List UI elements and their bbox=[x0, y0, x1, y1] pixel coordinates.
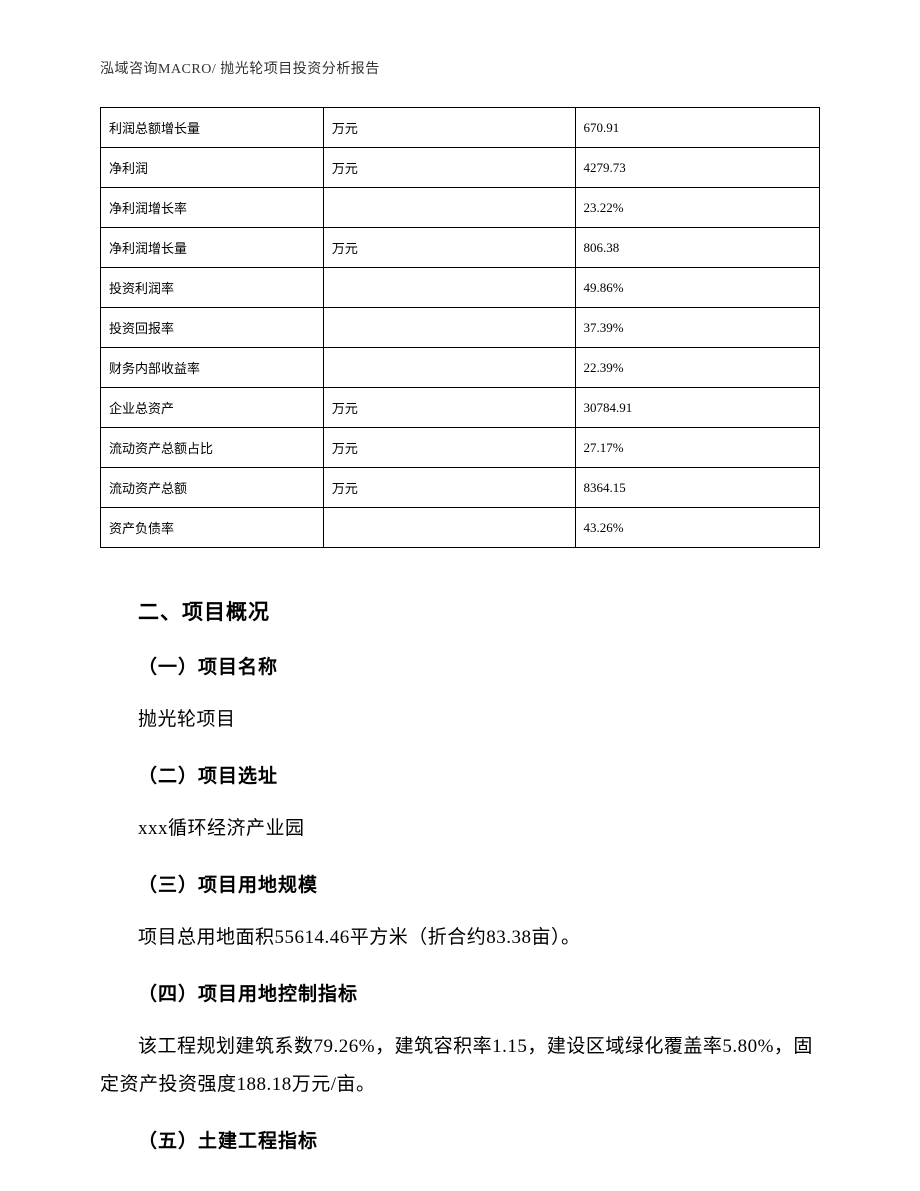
cell-value: 27.17% bbox=[575, 428, 819, 468]
cell-label: 投资利润率 bbox=[101, 268, 324, 308]
cell-label: 净利润增长率 bbox=[101, 188, 324, 228]
cell-unit: 万元 bbox=[323, 108, 575, 148]
cell-label: 流动资产总额占比 bbox=[101, 428, 324, 468]
table-row: 企业总资产 万元 30784.91 bbox=[101, 388, 820, 428]
body-text-1: 抛光轮项目 bbox=[138, 701, 820, 739]
cell-value: 8364.15 bbox=[575, 468, 819, 508]
cell-unit: 万元 bbox=[323, 228, 575, 268]
section-title: 二、项目概况 bbox=[138, 596, 820, 626]
table-row: 净利润 万元 4279.73 bbox=[101, 148, 820, 188]
body-text-3: 项目总用地面积55614.46平方米（折合约83.38亩）。 bbox=[138, 919, 820, 957]
table-row: 财务内部收益率 22.39% bbox=[101, 348, 820, 388]
cell-unit bbox=[323, 508, 575, 548]
table-row: 投资利润率 49.86% bbox=[101, 268, 820, 308]
cell-label: 净利润增长量 bbox=[101, 228, 324, 268]
cell-label: 流动资产总额 bbox=[101, 468, 324, 508]
header-text: 泓域咨询MACRO/ 抛光轮项目投资分析报告 bbox=[100, 62, 380, 77]
subsection-title-2: （二）项目选址 bbox=[138, 761, 820, 788]
cell-unit bbox=[323, 308, 575, 348]
table-row: 净利润增长率 23.22% bbox=[101, 188, 820, 228]
cell-unit: 万元 bbox=[323, 428, 575, 468]
table-row: 利润总额增长量 万元 670.91 bbox=[101, 108, 820, 148]
page-header: 泓域咨询MACRO/ 抛光轮项目投资分析报告 bbox=[100, 58, 380, 78]
subsection-title-4: （四）项目用地控制指标 bbox=[138, 979, 820, 1006]
cell-unit bbox=[323, 348, 575, 388]
table-row: 流动资产总额占比 万元 27.17% bbox=[101, 428, 820, 468]
table-row: 投资回报率 37.39% bbox=[101, 308, 820, 348]
body-text-2: xxx循环经济产业园 bbox=[138, 810, 820, 848]
subsection-title-5: （五）土建工程指标 bbox=[138, 1126, 820, 1153]
subsection-title-1: （一）项目名称 bbox=[138, 652, 820, 679]
cell-unit: 万元 bbox=[323, 468, 575, 508]
table-row: 净利润增长量 万元 806.38 bbox=[101, 228, 820, 268]
cell-unit bbox=[323, 188, 575, 228]
subsection-title-3: （三）项目用地规模 bbox=[138, 870, 820, 897]
cell-value: 806.38 bbox=[575, 228, 819, 268]
cell-unit: 万元 bbox=[323, 148, 575, 188]
financial-table: 利润总额增长量 万元 670.91 净利润 万元 4279.73 净利润增长率 … bbox=[100, 107, 820, 548]
content-area: 利润总额增长量 万元 670.91 净利润 万元 4279.73 净利润增长率 … bbox=[100, 107, 820, 1175]
cell-value: 670.91 bbox=[575, 108, 819, 148]
body-text-4: 该工程规划建筑系数79.26%，建筑容积率1.15，建设区域绿化覆盖率5.80%… bbox=[100, 1028, 820, 1104]
cell-value: 49.86% bbox=[575, 268, 819, 308]
table-row: 资产负债率 43.26% bbox=[101, 508, 820, 548]
cell-value: 43.26% bbox=[575, 508, 819, 548]
cell-label: 资产负债率 bbox=[101, 508, 324, 548]
cell-label: 利润总额增长量 bbox=[101, 108, 324, 148]
cell-label: 投资回报率 bbox=[101, 308, 324, 348]
cell-unit: 万元 bbox=[323, 388, 575, 428]
cell-label: 净利润 bbox=[101, 148, 324, 188]
cell-label: 企业总资产 bbox=[101, 388, 324, 428]
cell-value: 23.22% bbox=[575, 188, 819, 228]
cell-value: 30784.91 bbox=[575, 388, 819, 428]
cell-value: 22.39% bbox=[575, 348, 819, 388]
cell-unit bbox=[323, 268, 575, 308]
table-row: 流动资产总额 万元 8364.15 bbox=[101, 468, 820, 508]
section-area: 二、项目概况 （一）项目名称 抛光轮项目 （二）项目选址 xxx循环经济产业园 … bbox=[100, 596, 820, 1153]
cell-value: 4279.73 bbox=[575, 148, 819, 188]
cell-value: 37.39% bbox=[575, 308, 819, 348]
cell-label: 财务内部收益率 bbox=[101, 348, 324, 388]
